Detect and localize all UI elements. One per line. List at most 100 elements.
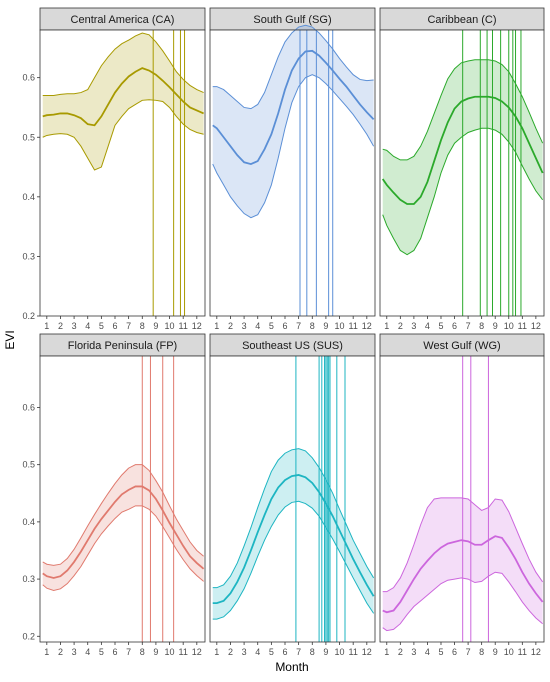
panel-title: Central America (CA): [71, 14, 175, 26]
x-tick-label: 12: [531, 647, 541, 657]
x-tick-label: 4: [255, 321, 260, 331]
x-tick-label: 8: [140, 321, 145, 331]
x-tick-label: 11: [179, 321, 188, 331]
panel-border: [379, 355, 545, 643]
x-tick-label: 3: [411, 321, 416, 331]
y-tick-label: 0.6: [22, 73, 35, 83]
mean-line: [381, 95, 544, 205]
x-tick-label: 8: [310, 647, 315, 657]
x-tick-label: 9: [153, 321, 158, 331]
upper-bound-line: [212, 24, 374, 110]
panel-title: Caribbean (C): [427, 14, 496, 26]
x-tick-label: 10: [165, 647, 175, 657]
panel-2: South Gulf (SG)1 2 3 4 5 6 7 8 9 10 11 12: [209, 7, 376, 331]
x-tick-label: 7: [466, 647, 471, 657]
x-tick-label: 3: [72, 647, 77, 657]
x-tick-label: 9: [323, 647, 328, 657]
x-tick-label: 10: [504, 647, 514, 657]
x-tick-label: 6: [452, 321, 457, 331]
x-tick-label: 6: [112, 647, 117, 657]
panel-1: Central America (CA)1 2 3 4 5 6 7 8 9 10 11 120.20.…: [22, 7, 206, 331]
x-tick-label: 8: [310, 321, 315, 331]
x-tick-label: 6: [282, 321, 287, 331]
y-tick-label: 0.2: [22, 631, 35, 641]
panel-border: [209, 29, 376, 317]
confidence-ribbon: [42, 464, 204, 591]
plot-background: [380, 30, 544, 316]
x-tick-label: 1: [214, 647, 219, 657]
x-tick-label: 3: [72, 321, 77, 331]
x-tick-label: 8: [479, 647, 484, 657]
lower-bound-line: [42, 505, 204, 592]
x-tick-label: 5: [438, 647, 443, 657]
x-tick-label: 1: [384, 321, 389, 331]
x-tick-label: 11: [349, 321, 358, 331]
x-tick-label: 6: [112, 321, 117, 331]
panel-border: [39, 29, 206, 317]
y-tick-label: 0.2: [22, 311, 35, 321]
panel-title: West Gulf (WG): [423, 340, 500, 352]
x-tick-label: 4: [85, 647, 90, 657]
upper-bound-line: [212, 448, 375, 589]
x-tick-label: 1: [44, 321, 49, 331]
x-tick-label: 11: [518, 321, 527, 331]
lower-bound-line: [382, 571, 543, 632]
x-tick-label: 2: [398, 647, 403, 657]
x-tick-label: 1: [44, 647, 49, 657]
x-tick-label: 12: [531, 321, 541, 331]
mean-line: [212, 49, 375, 166]
panel-title: South Gulf (SG): [253, 14, 331, 26]
plot-background: [40, 356, 205, 642]
x-tick-label: 9: [323, 321, 328, 331]
x-tick-label: 5: [269, 321, 274, 331]
upper-bound-line: [42, 32, 204, 97]
mean-line: [42, 67, 205, 127]
x-tick-label: 1: [214, 321, 219, 331]
panel-title: Southeast US (SUS): [242, 340, 343, 352]
panel-border: [209, 355, 376, 643]
x-tick-label: 12: [192, 321, 202, 331]
x-tick-label: 7: [296, 321, 301, 331]
mean-line: [382, 535, 544, 614]
x-tick-label: 11: [518, 647, 527, 657]
x-tick-label: 8: [140, 647, 145, 657]
x-tick-label: 5: [269, 647, 274, 657]
x-tick-label: 7: [296, 647, 301, 657]
mean-line: [42, 485, 205, 579]
panel-border: [39, 355, 206, 643]
x-tick-label: 3: [411, 647, 416, 657]
x-tick-label: 7: [466, 321, 471, 331]
plot-background: [380, 356, 544, 642]
y-tick-label: 0.4: [22, 192, 35, 202]
plot-background: [210, 30, 375, 316]
x-tick-label: 6: [282, 647, 287, 657]
y-tick-label: 0.6: [22, 402, 35, 412]
confidence-ribbon: [212, 25, 374, 218]
y-tick-label: 0.5: [22, 132, 35, 142]
y-tick-label: 0.3: [22, 574, 35, 584]
x-tick-label: 7: [126, 321, 131, 331]
x-tick-label: 4: [85, 321, 90, 331]
panel-border: [379, 29, 545, 317]
lower-bound-line: [42, 99, 204, 171]
panels-group: Central America (CA)1 2 3 4 5 6 7 8 9 10 11 120.20.…: [22, 7, 545, 657]
mean-line: [212, 474, 375, 604]
x-tick-label: 12: [192, 647, 202, 657]
upper-bound-line: [42, 464, 204, 566]
x-tick-label: 9: [153, 647, 158, 657]
lower-bound-line: [212, 74, 375, 219]
panel-title: Florida Peninsula (FP): [68, 340, 177, 352]
x-tick-label: 3: [242, 321, 247, 331]
x-tick-label: 6: [452, 647, 457, 657]
lower-bound-line: [212, 500, 375, 620]
x-tick-label: 10: [335, 321, 345, 331]
x-tick-label: 10: [504, 321, 514, 331]
x-tick-label: 2: [398, 321, 403, 331]
panel-3: Caribbean (C)1 2 3 4 5 6 7 8 9 10 11 12: [379, 7, 545, 331]
y-tick-label: 0.3: [22, 251, 35, 261]
y-tick-label: 0.5: [22, 460, 35, 470]
upper-bound-line: [382, 497, 544, 593]
x-tick-label: 12: [362, 647, 372, 657]
x-tick-label: 4: [255, 647, 260, 657]
